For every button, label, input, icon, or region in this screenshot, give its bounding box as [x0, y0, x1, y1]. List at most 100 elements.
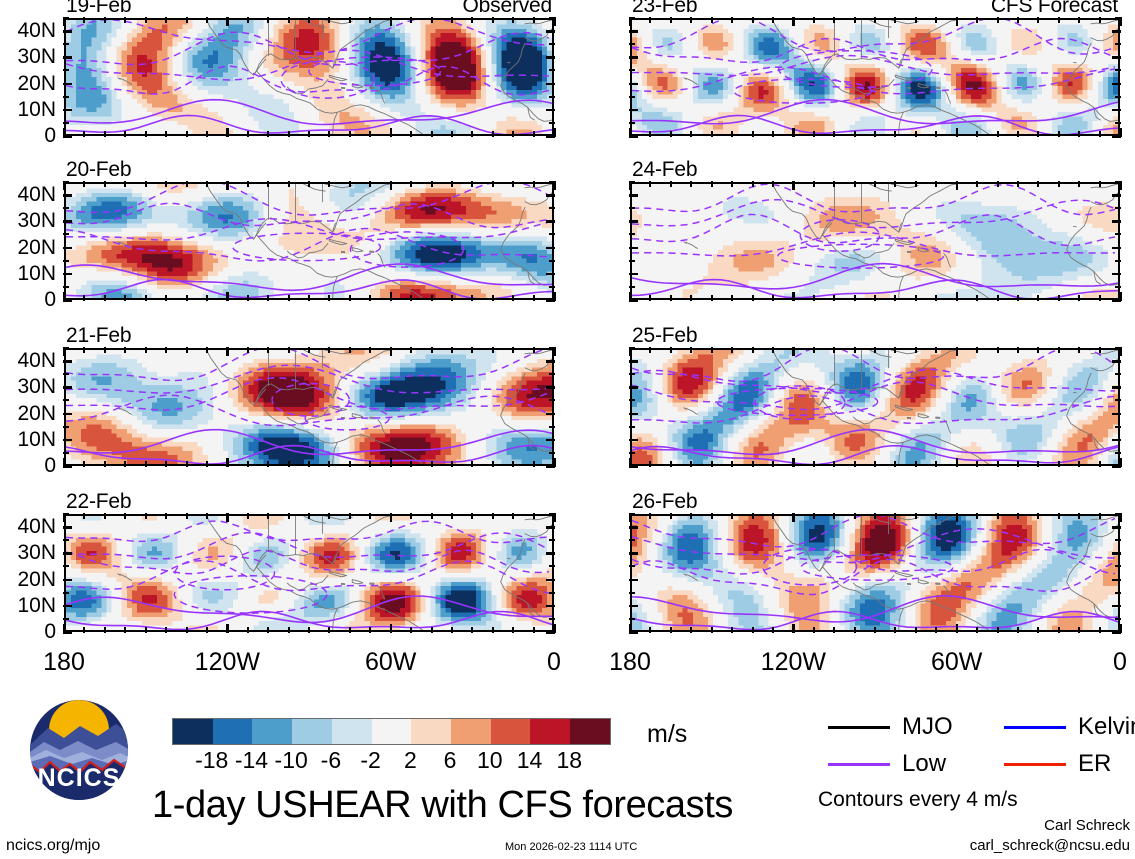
- x-tick: [1119, 513, 1122, 522]
- panel-date-label: 20-Feb: [66, 159, 132, 180]
- x-tick: [185, 181, 188, 187]
- y-tick: [1112, 631, 1121, 634]
- x-tick: [83, 347, 86, 353]
- y-axis-label: 30N: [0, 542, 56, 563]
- y-tick: [629, 285, 635, 288]
- x-tick: [226, 128, 229, 137]
- x-tick: [853, 131, 856, 137]
- x-tick: [894, 461, 897, 467]
- x-tick: [812, 461, 815, 467]
- x-tick: [103, 461, 106, 467]
- x-tick: [710, 295, 713, 301]
- y-tick: [1115, 121, 1121, 124]
- y-axis-label: 10N: [0, 99, 56, 120]
- legend-line-swatch: [828, 725, 890, 729]
- y-tick: [549, 565, 555, 568]
- x-tick: [710, 131, 713, 137]
- x-tick: [1016, 295, 1019, 301]
- x-tick: [771, 131, 774, 137]
- x-tick: [532, 295, 535, 301]
- x-tick: [955, 181, 959, 190]
- x-tick: [874, 295, 876, 301]
- x-tick: [246, 181, 249, 187]
- x-tick: [1098, 513, 1101, 519]
- y-tick: [629, 631, 638, 634]
- y-tick: [63, 181, 69, 183]
- x-tick: [491, 461, 494, 467]
- x-tick: [471, 181, 474, 187]
- panel-frame: [64, 182, 554, 300]
- y-tick: [63, 220, 72, 223]
- y-tick: [1112, 526, 1121, 529]
- y-tick: [629, 135, 638, 138]
- x-tick: [246, 627, 249, 633]
- y-tick: [629, 121, 635, 124]
- x-tick: [144, 181, 147, 187]
- y-axis-label: 0: [0, 621, 56, 642]
- x-tick: [996, 181, 999, 187]
- y-axis-label: 0: [0, 125, 56, 146]
- x-tick: [328, 627, 331, 633]
- x-tick: [853, 461, 856, 467]
- x-tick: [165, 513, 168, 519]
- x-tick: [976, 181, 979, 187]
- x-tick: [792, 347, 795, 356]
- x-tick: [512, 131, 515, 137]
- x-tick: [103, 513, 106, 519]
- x-tick: [1098, 461, 1101, 467]
- y-tick: [63, 360, 72, 363]
- legend-item-mjo: MJO: [828, 715, 953, 739]
- y-tick: [546, 604, 555, 608]
- colorbar-tick-label: 6: [420, 749, 480, 772]
- x-tick: [369, 461, 372, 467]
- x-tick: [369, 627, 372, 633]
- x-tick: [853, 181, 856, 187]
- x-tick: [63, 513, 66, 522]
- x-tick: [955, 292, 959, 301]
- x-tick: [471, 461, 474, 467]
- x-tick: [955, 513, 959, 522]
- x-tick: [996, 347, 999, 353]
- x-tick: [63, 181, 66, 190]
- y-tick: [63, 578, 72, 582]
- x-tick: [103, 347, 106, 353]
- x-tick: [410, 347, 413, 353]
- x-tick: [812, 131, 815, 137]
- x-tick: [914, 295, 917, 301]
- x-tick: [246, 131, 249, 137]
- y-axis-label: 10N: [0, 595, 56, 616]
- y-tick: [1115, 259, 1121, 262]
- panel-date-label: 19-Feb: [66, 0, 132, 16]
- x-tick: [124, 627, 127, 633]
- y-tick: [549, 373, 555, 376]
- y-tick: [1115, 43, 1121, 46]
- x-tick: [751, 627, 754, 633]
- x-axis-label: 60W: [897, 650, 1017, 675]
- x-tick: [553, 513, 556, 522]
- x-tick: [1057, 513, 1060, 519]
- legend-line-swatch: [1004, 725, 1066, 729]
- x-tick: [874, 131, 876, 137]
- x-tick: [205, 131, 208, 137]
- x-axis-label: 60W: [331, 650, 451, 675]
- x-tick: [710, 627, 713, 633]
- y-tick: [63, 108, 72, 112]
- panel-frame: [630, 348, 1120, 466]
- y-axis-label: 0: [0, 455, 56, 476]
- panel-date-label: 23-Feb: [632, 0, 698, 16]
- x-tick: [328, 513, 331, 519]
- y-tick: [629, 17, 635, 19]
- x-tick: [553, 17, 556, 26]
- x-tick: [532, 627, 535, 633]
- y-tick: [549, 95, 555, 98]
- y-tick: [629, 617, 635, 620]
- x-tick: [491, 181, 494, 187]
- y-tick: [63, 121, 69, 124]
- x-tick: [914, 627, 917, 633]
- x-tick: [669, 513, 672, 519]
- x-tick: [894, 627, 897, 633]
- y-tick: [629, 299, 638, 302]
- panel-date-label: 25-Feb: [632, 325, 698, 346]
- x-tick: [874, 627, 876, 633]
- x-tick: [874, 181, 876, 187]
